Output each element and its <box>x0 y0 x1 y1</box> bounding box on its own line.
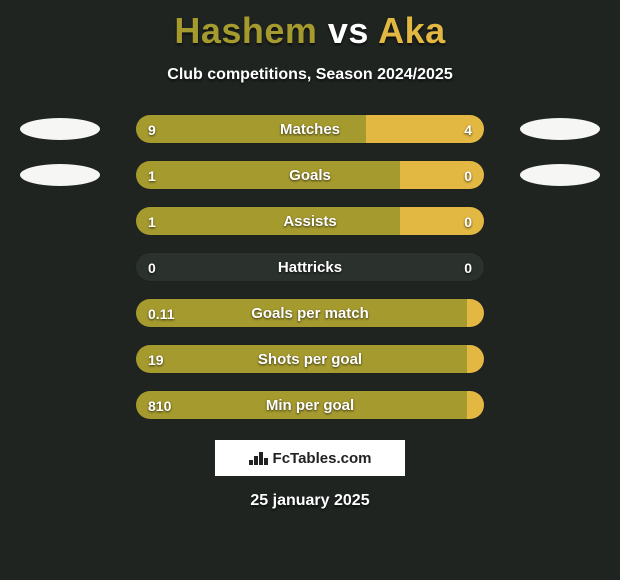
stat-bar-left-fill <box>136 345 467 373</box>
stat-value-right: 0 <box>464 253 472 282</box>
stat-bar: Assists10 <box>135 206 485 236</box>
stat-row: Goals per match0.11 <box>0 298 620 328</box>
footer-date: 25 january 2025 <box>0 492 620 510</box>
player-avatar-left <box>20 118 100 140</box>
subtitle: Club competitions, Season 2024/2025 <box>0 66 620 84</box>
stat-label: Hattricks <box>136 253 484 282</box>
stat-row: Goals10 <box>0 160 620 190</box>
stat-row: Assists10 <box>0 206 620 236</box>
brand-text: FcTables.com <box>273 450 372 467</box>
stat-bar: Shots per goal19 <box>135 344 485 374</box>
stat-bar-right-fill <box>467 299 484 327</box>
stat-bar: Min per goal810 <box>135 390 485 420</box>
stat-row: Hattricks0 0 <box>0 252 620 282</box>
stat-bar: Hattricks0 0 <box>135 252 485 282</box>
stat-value-left: 0 <box>148 253 156 282</box>
stat-bar-left-fill <box>136 115 366 143</box>
stat-bar-right-fill <box>400 207 484 235</box>
stat-bar-left-fill <box>136 391 467 419</box>
stat-row: Shots per goal19 <box>0 344 620 374</box>
stat-bar-left-fill <box>136 207 400 235</box>
stat-bar-right-fill <box>400 161 484 189</box>
stat-row: Matches94 <box>0 114 620 144</box>
player-avatar-right <box>520 118 600 140</box>
stat-row: Min per goal810 <box>0 390 620 420</box>
stat-bar: Goals10 <box>135 160 485 190</box>
stat-bar-right-fill <box>366 115 484 143</box>
stat-bar-left-fill <box>136 161 400 189</box>
player-avatar-left <box>20 164 100 186</box>
title-vs: vs <box>317 10 378 51</box>
comparison-title: Hashem vs Aka <box>0 0 620 52</box>
brand-badge[interactable]: FcTables.com <box>215 440 405 476</box>
title-player-right: Aka <box>378 10 446 51</box>
player-avatar-right <box>520 164 600 186</box>
stat-bar-right-fill <box>467 345 484 373</box>
title-player-left: Hashem <box>174 10 317 51</box>
stat-bar-right-fill <box>467 391 484 419</box>
stat-bar-left-fill <box>136 299 467 327</box>
brand-logo-icon <box>249 451 267 465</box>
stat-bar: Goals per match0.11 <box>135 298 485 328</box>
stat-bar: Matches94 <box>135 114 485 144</box>
stats-chart: Matches94 Goals10 Assists10 Hattricks0 0 Goal… <box>0 114 620 420</box>
